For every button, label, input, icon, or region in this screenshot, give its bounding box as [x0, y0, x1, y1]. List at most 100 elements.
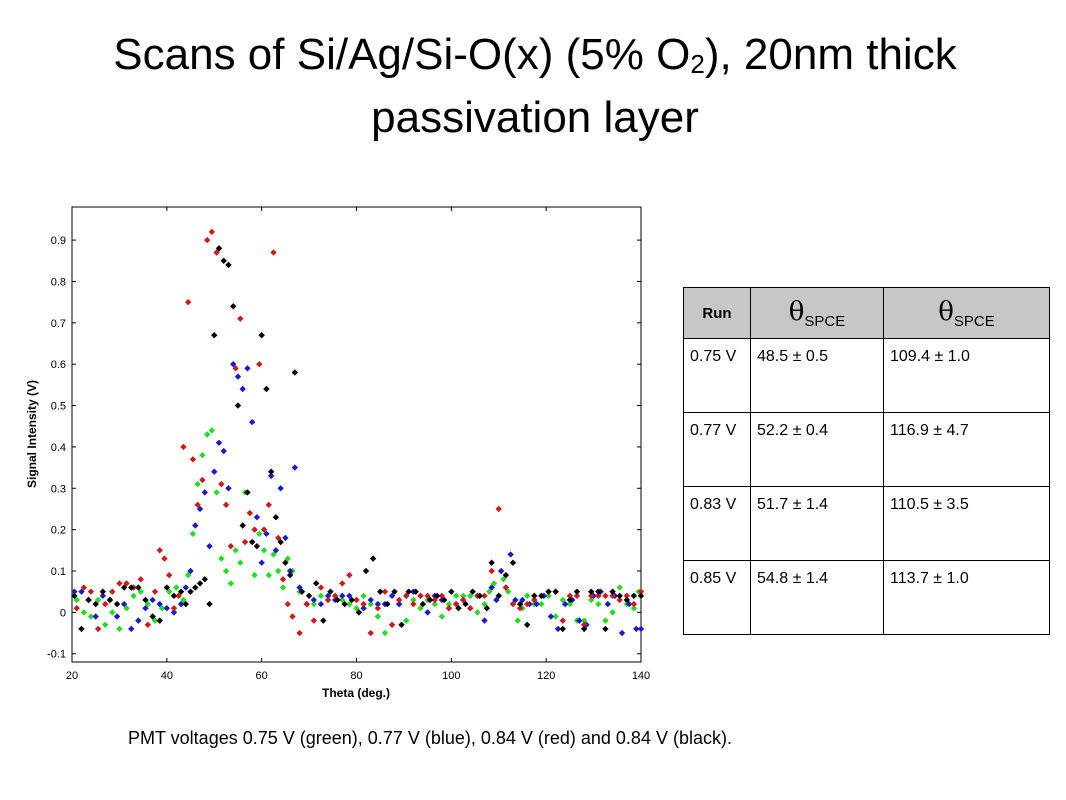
- cell-theta-1: 52.2 ± 0.4: [750, 412, 884, 487]
- data-point-series-1: [367, 596, 374, 604]
- data-point-series-0: [237, 559, 244, 566]
- data-point-series-3: [192, 584, 199, 591]
- data-point-series-2: [144, 621, 152, 628]
- data-point-series-3: [113, 600, 121, 608]
- data-point-series-2: [80, 584, 88, 591]
- data-point-series-0: [417, 605, 424, 612]
- data-point-series-0: [538, 600, 545, 608]
- data-point-series-2: [203, 236, 211, 244]
- data-point-series-2: [367, 629, 374, 637]
- data-point-series-3: [106, 596, 114, 604]
- data-point-series-1: [533, 600, 540, 608]
- data-point-series-3: [545, 588, 552, 595]
- data-point-series-2: [232, 365, 239, 372]
- x-tick-label: 80: [350, 670, 362, 682]
- data-point-series-1: [388, 592, 396, 600]
- data-point-series-2: [588, 592, 595, 600]
- data-point-series-2: [284, 600, 291, 608]
- data-point-series-2: [246, 509, 254, 517]
- data-point-series-1: [481, 617, 488, 624]
- data-point-series-3: [230, 303, 237, 310]
- data-point-series-3: [448, 588, 455, 595]
- data-point-series-2: [270, 249, 277, 256]
- data-point-series-2: [94, 625, 102, 633]
- data-point-series-0: [265, 571, 272, 579]
- data-point-series-3: [85, 596, 92, 604]
- data-point-series-0: [232, 547, 239, 554]
- cell-theta-2: 109.4 ± 1.0: [883, 338, 1050, 413]
- cell-run: 0.85 V: [683, 560, 751, 635]
- data-point-series-1: [177, 600, 185, 608]
- data-points: [71, 228, 645, 637]
- data-point-series-0: [180, 596, 187, 604]
- data-point-series-2: [566, 592, 574, 600]
- data-point-series-2: [374, 605, 382, 612]
- table-row: 0.75 V 48.5 ± 0.5 109.4 ± 1.0: [683, 338, 1050, 413]
- data-point-series-0: [353, 605, 360, 612]
- data-point-series-3: [267, 468, 275, 475]
- data-point-series-3: [573, 588, 581, 595]
- data-point-series-2: [388, 621, 396, 628]
- data-point-series-3: [502, 571, 510, 579]
- data-point-series-1: [310, 596, 318, 604]
- data-point-series-2: [602, 592, 609, 600]
- data-point-series-0: [222, 567, 230, 575]
- data-point-series-2: [417, 592, 424, 600]
- data-point-series-1: [192, 522, 199, 529]
- data-point-series-3: [602, 625, 609, 633]
- data-point-series-1: [633, 625, 640, 633]
- x-tick-label: 140: [632, 670, 650, 682]
- data-point-series-3: [405, 588, 412, 595]
- data-point-series-3: [495, 592, 502, 600]
- data-point-series-2: [424, 592, 431, 600]
- data-point-series-3: [341, 600, 348, 608]
- data-point-series-2: [609, 592, 616, 600]
- data-point-series-2: [346, 571, 353, 579]
- data-point-series-0: [467, 592, 474, 600]
- data-point-series-3: [588, 588, 595, 595]
- data-point-series-2: [101, 600, 109, 608]
- data-point-series-2: [260, 526, 268, 533]
- cell-theta-2: 110.5 ± 3.5: [883, 486, 1050, 561]
- cell-run: 0.83 V: [683, 486, 751, 561]
- data-point-series-0: [490, 580, 498, 587]
- data-point-series-3: [595, 588, 602, 595]
- data-point-series-0: [474, 609, 481, 616]
- data-point-series-0: [73, 596, 80, 604]
- data-point-series-2: [438, 592, 446, 600]
- data-point-series-1: [339, 592, 346, 600]
- data-point-series-3: [462, 600, 469, 608]
- data-point-series-3: [225, 261, 232, 269]
- data-point-series-3: [286, 571, 294, 579]
- data-point-series-3: [580, 625, 588, 633]
- data-point-series-3: [433, 592, 441, 600]
- data-point-series-3: [142, 596, 149, 604]
- table-header-row: Run θSPCE θSPCE: [683, 287, 1050, 339]
- data-point-series-3: [92, 600, 99, 608]
- header-theta-spce-1: θSPCE: [750, 287, 884, 339]
- data-point-series-3: [99, 588, 107, 595]
- data-point-series-0: [199, 451, 206, 459]
- data-point-series-3: [630, 592, 638, 600]
- results-table: Run θSPCE θSPCE 0.75 V 48.5 ± 0.5 109.4 …: [683, 287, 1050, 635]
- data-point-series-2: [303, 600, 310, 608]
- data-point-series-2: [616, 596, 623, 604]
- data-point-series-0: [151, 617, 159, 624]
- data-point-series-1: [346, 592, 353, 600]
- data-point-series-2: [189, 456, 197, 463]
- data-point-series-2: [166, 571, 173, 579]
- data-point-series-1: [604, 600, 612, 608]
- data-point-series-2: [381, 588, 389, 595]
- data-point-series-0: [189, 530, 197, 537]
- data-point-series-3: [239, 522, 246, 529]
- data-point-series-2: [222, 501, 230, 509]
- data-point-series-3: [362, 567, 370, 575]
- data-point-series-0: [213, 489, 220, 496]
- data-point-series-0: [130, 592, 137, 600]
- x-tick-label: 60: [256, 670, 268, 682]
- data-point-series-0: [339, 596, 346, 604]
- table-row: 0.85 V 54.8 ± 1.4 113.7 ± 1.0: [683, 560, 1050, 635]
- data-point-series-1: [215, 439, 223, 446]
- data-point-series-0: [566, 600, 574, 608]
- data-point-series-1: [267, 472, 275, 480]
